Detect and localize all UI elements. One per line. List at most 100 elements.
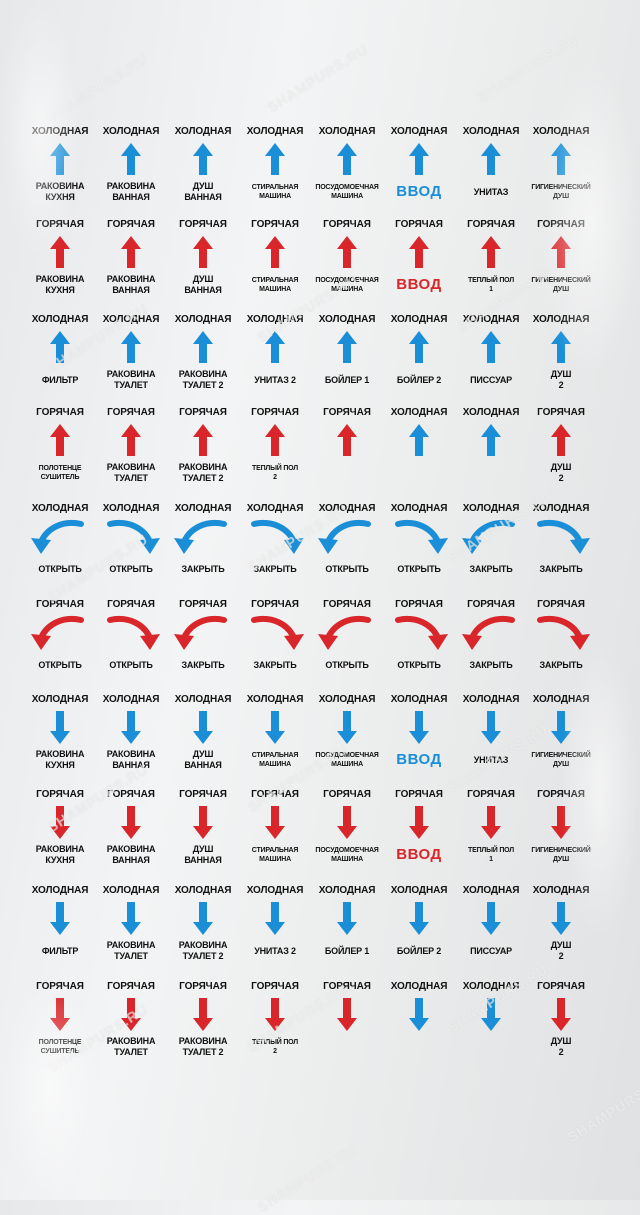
arrow-down-icon <box>50 711 70 744</box>
sticker: ГОРЯЧАЯ ДУШ ВАННАЯ <box>166 218 240 312</box>
sticker: ХОЛОДНАЯ РАКОВИНА ТУАЛЕТ <box>94 313 168 407</box>
sticker-bottom-label: УНИТАЗ 2 <box>254 945 296 956</box>
sticker-top-label: ГОРЯЧАЯ <box>395 599 443 610</box>
sticker-top-label: ХОЛОДНАЯ <box>532 885 590 896</box>
sticker-top-label: ХОЛОДНАЯ <box>31 503 89 514</box>
sticker: ХОЛОДНАЯ УНИТАЗ 2 <box>238 313 312 407</box>
sticker-bottom-label: ЗАКРЫТЬ <box>253 659 297 670</box>
curved-arrow-right-icon <box>537 616 590 650</box>
sticker-bottom-label: РАКОВИНА ТУАЛЕТ <box>106 940 156 961</box>
sticker-bottom-label: РАКОВИНА ВАННАЯ <box>106 844 156 865</box>
sticker: ГОРЯЧАЯ ТЕПЛЫЙ ПОЛ 2 <box>238 980 312 1074</box>
sticker-bottom-label: РАКОВИНА КУХНЯ <box>35 749 85 770</box>
sticker: ХОЛОДНАЯ ДУШ ВАННАЯ <box>166 125 240 219</box>
sticker-bottom-label: ДУШ ВАННАЯ <box>184 274 222 295</box>
sticker-bottom-label: СТИРАЛЬНАЯ МАШИНА <box>251 847 299 863</box>
curved-arrow-right-icon <box>107 616 160 650</box>
sticker-bottom-label: ВВОД <box>396 751 442 768</box>
sticker: ГОРЯЧАЯ ПОСУДОМОЕЧНАЯ МАШИНА <box>310 788 384 882</box>
arrow-up-icon <box>121 236 141 268</box>
arrow-down-icon <box>409 902 429 935</box>
arrow-down-icon <box>50 806 70 839</box>
sticker-top-label: ХОЛОДНАЯ <box>390 126 448 137</box>
sticker-bottom-label: ТЕПЛЫЙ ПОЛ 1 <box>468 277 514 293</box>
sticker: ХОЛОДНАЯ УНИТАЗ 2 <box>238 884 312 978</box>
sticker-bottom-label: ЗАКРЫТЬ <box>181 659 225 670</box>
sticker: ГОРЯЧАЯ РАКОВИНА ТУАЛЕТ 2 <box>166 406 240 500</box>
sticker-top-label: ХОЛОДНАЯ <box>532 126 590 137</box>
sticker-bottom-label: ПИССУАР <box>470 374 512 385</box>
sticker-top-label: ГОРЯЧАЯ <box>179 219 227 230</box>
arrow-up-icon <box>337 424 357 456</box>
sticker-top-label: ГОРЯЧАЯ <box>323 219 371 230</box>
sticker-bottom-label: ГИГИЕНИЧЕСКИЙ ДУШ <box>531 184 591 200</box>
sticker-top-label: ХОЛОДНАЯ <box>174 503 232 514</box>
arrow-up-icon <box>193 143 213 175</box>
sticker-top-label: ГОРЯЧАЯ <box>107 789 155 800</box>
sticker-top-label: ГОРЯЧАЯ <box>467 219 515 230</box>
sticker-top-label: ГОРЯЧАЯ <box>107 219 155 230</box>
sticker-bottom-label: ПОЛОТЕНЦЕ СУШИТЕЛЬ <box>38 465 82 481</box>
sticker-bottom-label <box>310 460 384 486</box>
arrow-up-icon <box>265 143 285 175</box>
sticker-top-label: ГОРЯЧАЯ <box>251 599 299 610</box>
curved-arrow-right-icon <box>395 520 448 554</box>
sticker-top-label: ГОРЯЧАЯ <box>537 789 585 800</box>
sticker-bottom-label: СТИРАЛЬНАЯ МАШИНА <box>251 752 299 768</box>
sticker-top-label: ГОРЯЧАЯ <box>467 789 515 800</box>
sticker-top-label: ХОЛОДНАЯ <box>390 981 448 992</box>
sticker: ГОРЯЧАЯ СТИРАЛЬНАЯ МАШИНА <box>238 788 312 882</box>
arrow-up-icon <box>337 331 357 363</box>
watermark: SHAMPURS.RU <box>254 1140 361 1215</box>
sticker: ХОЛОДНАЯ ЗАКРЫТЬ <box>238 502 312 596</box>
sticker: ХОЛОДНАЯ ПОСУДОМОЕЧНАЯ МАШИНА <box>310 125 384 219</box>
sticker: ХОЛОДНАЯ ГИГИЕНИЧЕСКИЙ ДУШ <box>524 125 598 219</box>
sticker-bottom-label: РАКОВИНА ТУАЛЕТ 2 <box>178 369 228 390</box>
arrow-down-icon <box>193 711 213 744</box>
arrow-up-icon <box>551 143 571 175</box>
sticker: ХОЛОДНАЯ ДУШ ВАННАЯ <box>166 693 240 787</box>
sticker-top-label: ГОРЯЧАЯ <box>395 789 443 800</box>
sticker-bottom-label <box>454 1034 528 1060</box>
sticker: ХОЛОДНАЯ ПИССУАР <box>454 884 528 978</box>
sticker-top-label: ХОЛОДНАЯ <box>318 885 376 896</box>
sticker-top-label: ХОЛОДНАЯ <box>390 314 448 325</box>
sticker-bottom-label: ДУШ 2 <box>550 369 572 390</box>
sticker-bottom-label: ОТКРЫТЬ <box>109 659 153 670</box>
sticker-bottom-label: УНИТАЗ 2 <box>254 374 296 385</box>
sticker-top-label: ГОРЯЧАЯ <box>36 789 84 800</box>
sticker: ГОРЯЧАЯ ТЕПЛЫЙ ПОЛ 2 <box>238 406 312 500</box>
sticker: ГОРЯЧАЯ ГИГИЕНИЧЕСКИЙ ДУШ <box>524 218 598 312</box>
sticker-top-label: ХОЛОДНАЯ <box>174 694 232 705</box>
sticker-bottom-label: РАКОВИНА ТУАЛЕТ 2 <box>178 462 228 483</box>
sticker: ГОРЯЧАЯ СТИРАЛЬНАЯ МАШИНА <box>238 218 312 312</box>
sticker-bottom-label: ЗАКРЫТЬ <box>181 563 225 574</box>
sticker: ХОЛОДНАЯ ОТКРЫТЬ <box>310 502 384 596</box>
sticker: ХОЛОДНАЯ БОЙЛЕР 1 <box>310 884 384 978</box>
sticker: ГОРЯЧАЯ РАКОВИНА ТУАЛЕТ <box>94 980 168 1074</box>
curved-arrow-right-icon <box>107 520 160 554</box>
sticker: ГОРЯЧАЯ ЗАКРЫТЬ <box>454 598 528 692</box>
sticker: ХОЛОДНАЯ ПОСУДОМОЕЧНАЯ МАШИНА <box>310 693 384 787</box>
sticker: ХОЛОДНАЯ РАКОВИНА ТУАЛЕТ 2 <box>166 313 240 407</box>
sticker-bottom-label: РАКОВИНА ТУАЛЕТ <box>106 1036 156 1057</box>
sticker-bottom-label: ОТКРЫТЬ <box>38 659 82 670</box>
sticker-bottom-label: БОЙЛЕР 1 <box>324 945 370 956</box>
arrow-up-icon <box>50 424 70 456</box>
sticker-top-label: ХОЛОДНАЯ <box>532 503 590 514</box>
arrow-down-icon <box>193 998 213 1031</box>
sticker-top-label: ХОЛОДНАЯ <box>390 885 448 896</box>
arrow-up-icon <box>50 331 70 363</box>
sticker-bottom-label: СТИРАЛЬНАЯ МАШИНА <box>251 184 299 200</box>
sticker-bottom-label: ДУШ 2 <box>550 462 572 483</box>
sticker: ХОЛОДНАЯ РАКОВИНА ВАННАЯ <box>94 125 168 219</box>
sticker: ГОРЯЧАЯ ВВОД <box>382 788 456 882</box>
sticker-top-label: ГОРЯЧАЯ <box>537 219 585 230</box>
sticker: ГОРЯЧАЯ ГИГИЕНИЧЕСКИЙ ДУШ <box>524 788 598 882</box>
sticker-bottom-label: ГИГИЕНИЧЕСКИЙ ДУШ <box>531 847 591 863</box>
sticker-bottom-label <box>382 1034 456 1060</box>
arrow-down-icon <box>337 902 357 935</box>
arrow-down-icon <box>481 711 501 744</box>
sticker: ГОРЯЧАЯ ЗАКРЫТЬ <box>238 598 312 692</box>
sticker-bottom-label: ОТКРЫТЬ <box>325 563 369 574</box>
